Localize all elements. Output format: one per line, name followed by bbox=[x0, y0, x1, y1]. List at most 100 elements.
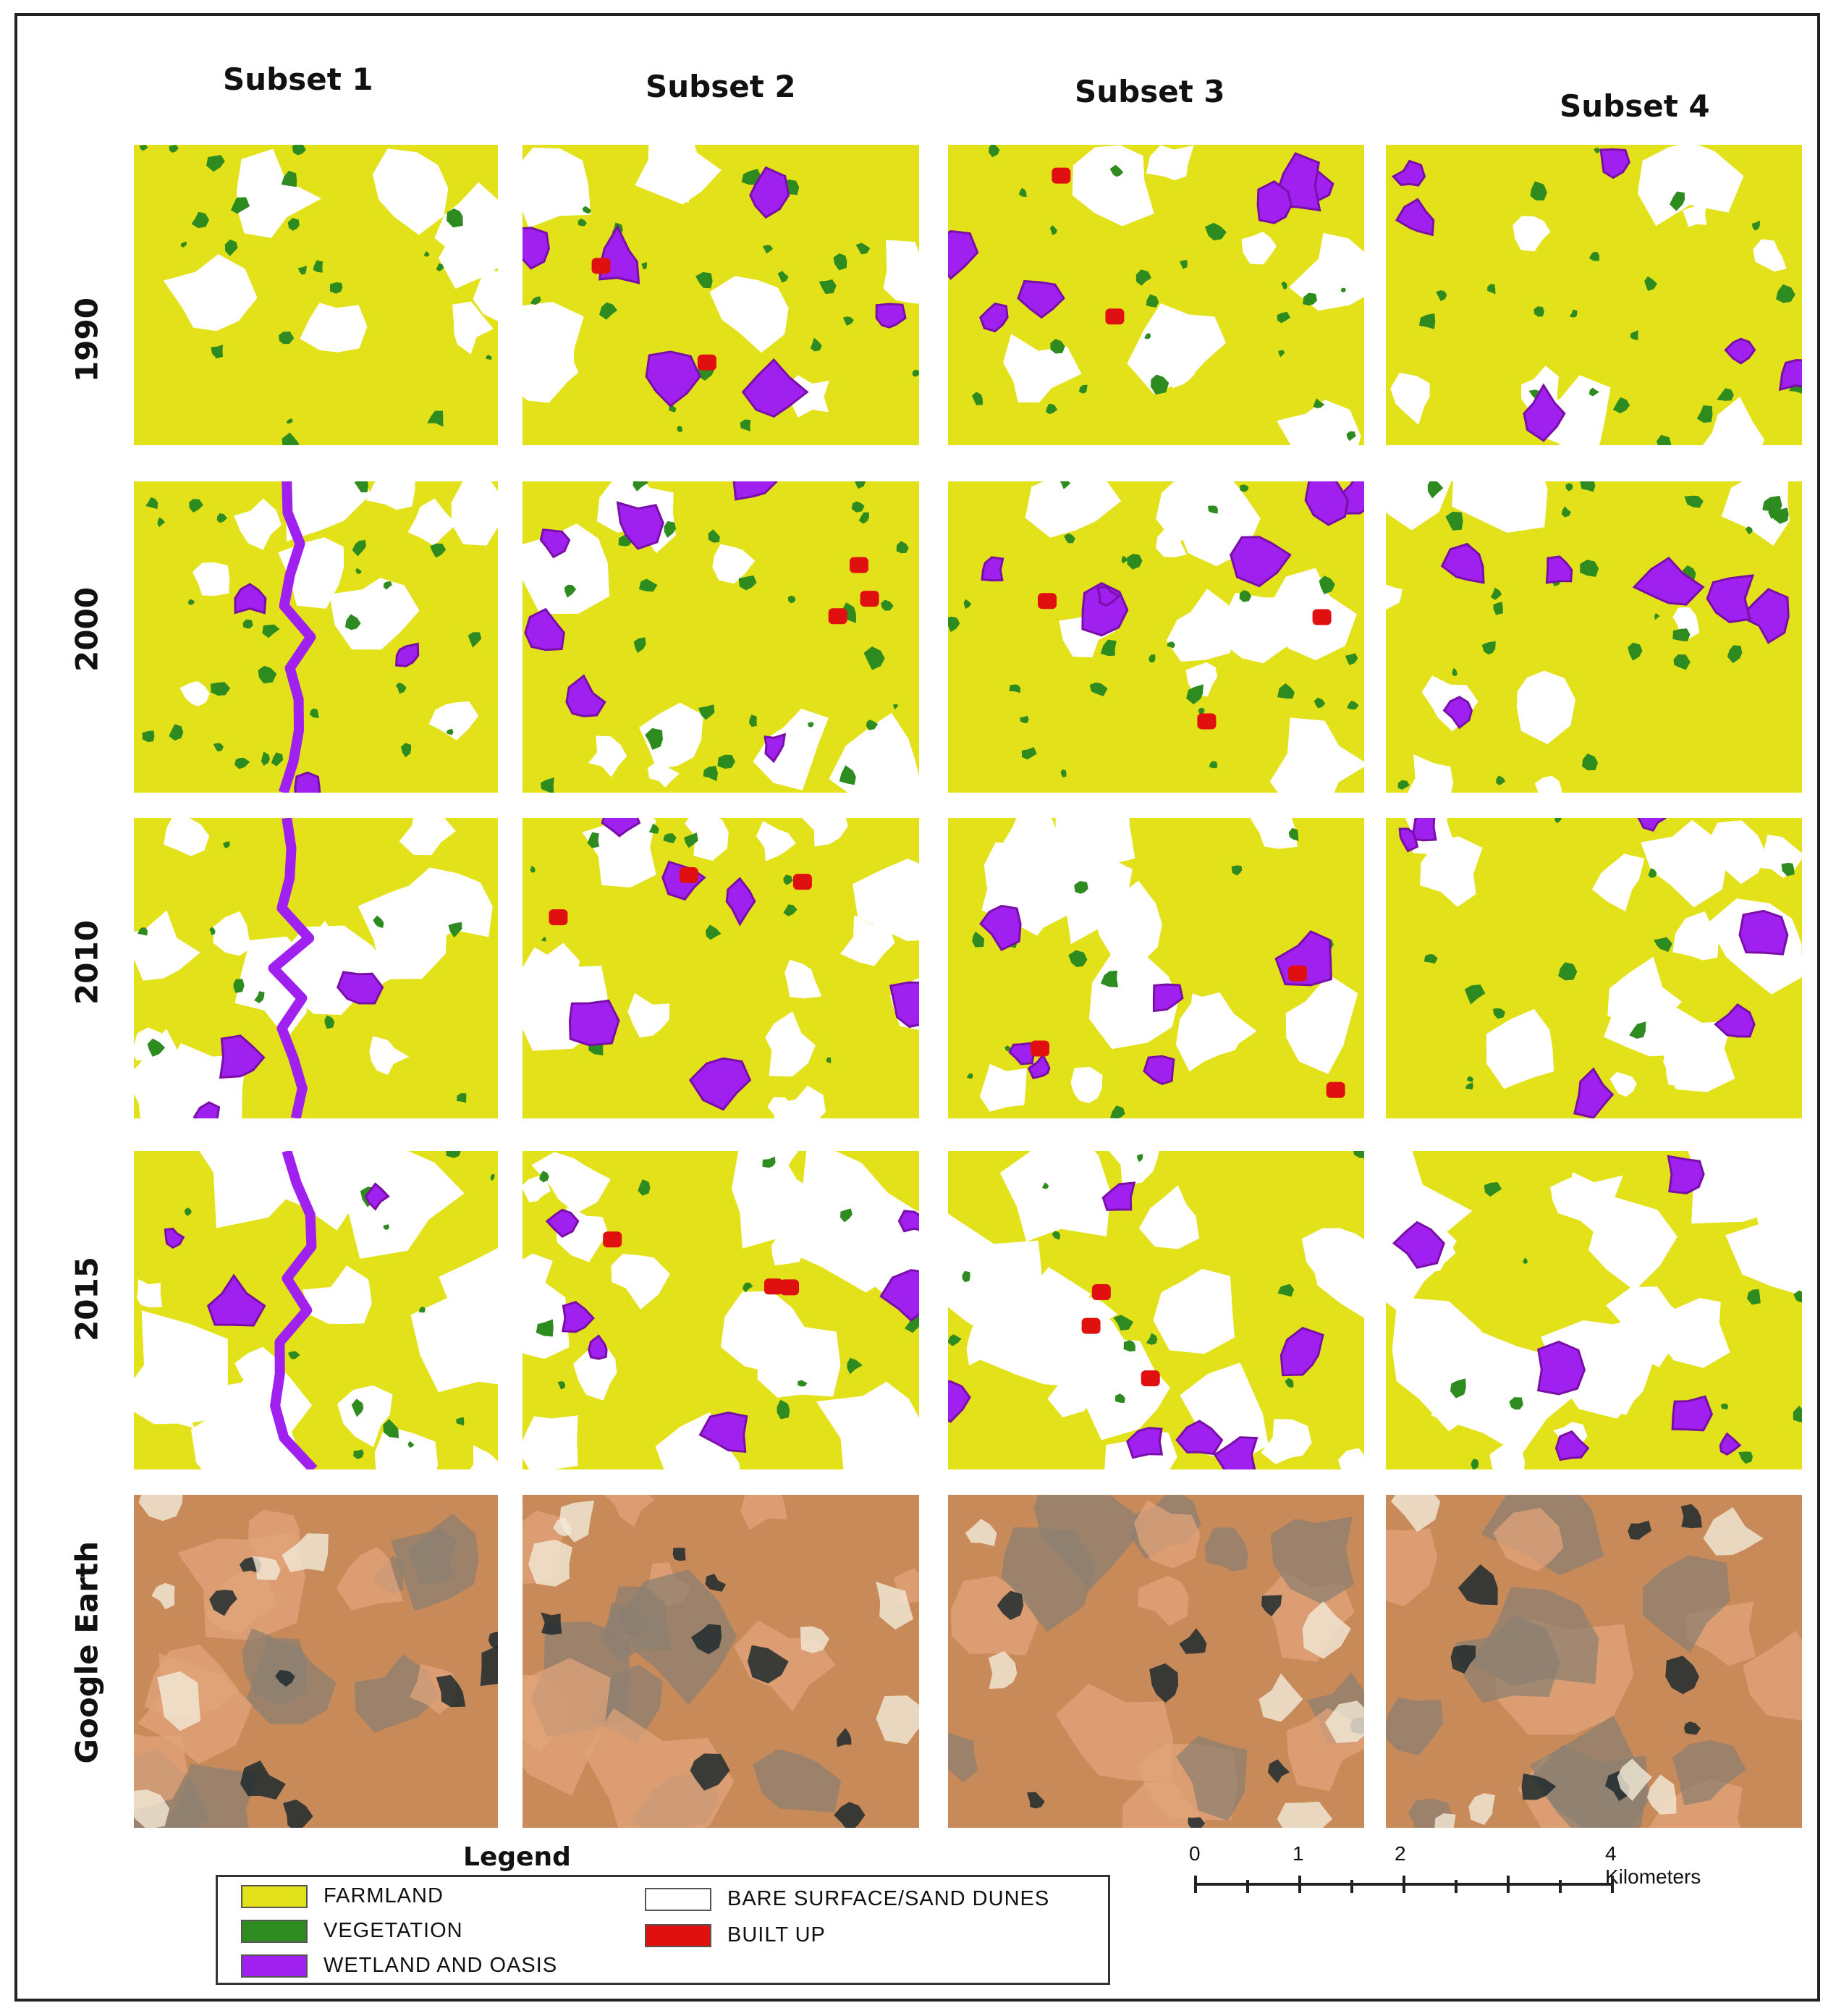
legend-title: Legend bbox=[463, 1842, 571, 1872]
map-image bbox=[1386, 481, 1802, 793]
vegetation-patch bbox=[262, 624, 280, 638]
vegetation-patch bbox=[1720, 1403, 1728, 1410]
vegetation-patch bbox=[599, 302, 617, 320]
satellite-bright-sand bbox=[528, 1539, 572, 1587]
bare-surface-patch bbox=[1609, 1071, 1637, 1097]
vegetation-patch bbox=[1418, 313, 1436, 329]
vegetation-patch bbox=[633, 637, 646, 653]
wetland-oasis-patch bbox=[395, 642, 420, 667]
wetland-oasis-patch bbox=[565, 674, 606, 717]
vegetation-patch bbox=[430, 543, 447, 558]
vegetation-patch bbox=[1717, 388, 1734, 401]
vegetation-patch bbox=[1121, 555, 1128, 564]
vegetation-patch bbox=[1148, 654, 1156, 663]
wetland-oasis-patch bbox=[979, 904, 1022, 952]
wetland-oasis-patch bbox=[234, 583, 267, 615]
vegetation-patch bbox=[582, 206, 592, 214]
vegetation-patch bbox=[777, 271, 789, 283]
satellite-terrain-patch bbox=[242, 1628, 307, 1707]
bare-surface-patch bbox=[470, 1445, 498, 1469]
bare-surface-patch bbox=[523, 147, 591, 228]
wetland-oasis-patch bbox=[1096, 585, 1121, 607]
bare-surface-patch bbox=[428, 701, 479, 741]
vegetation-patch bbox=[279, 332, 295, 345]
bare-surface-patch bbox=[802, 818, 848, 847]
vegetation-patch bbox=[1466, 1076, 1474, 1082]
built-up-patch bbox=[697, 354, 716, 371]
vegetation-patch bbox=[490, 1174, 495, 1181]
vegetation-patch bbox=[1109, 1105, 1125, 1118]
satellite-bright-sand bbox=[157, 1671, 201, 1732]
map-image bbox=[523, 481, 919, 793]
vegetation-patch bbox=[448, 921, 462, 938]
bare-surface-patch bbox=[1641, 819, 1728, 908]
bare-surface-patch bbox=[451, 481, 498, 546]
map-panel-subset-3-google-earth bbox=[948, 1495, 1364, 1828]
vegetation-patch bbox=[541, 937, 546, 942]
vegetation-patch bbox=[1020, 715, 1029, 724]
satellite-terrain-patch bbox=[336, 1547, 404, 1611]
map-panel-subset-3-1990 bbox=[948, 145, 1364, 445]
legend-item-bare-surface: BARE SURFACE/SAND DUNES bbox=[645, 1887, 1049, 1911]
vegetation-patch bbox=[1135, 269, 1151, 286]
satellite-bright-sand bbox=[252, 1556, 281, 1580]
vegetation-patch bbox=[355, 568, 362, 574]
built-up-patch bbox=[603, 1231, 622, 1248]
map-panel-subset-3-2000 bbox=[948, 481, 1364, 793]
satellite-terrain-patch bbox=[1270, 1516, 1354, 1604]
column-header-subset-4: Subset 4 bbox=[1560, 88, 1710, 124]
built-up-patch bbox=[860, 591, 879, 607]
wetland-oasis-patch bbox=[206, 1273, 266, 1327]
built-up-patch bbox=[763, 1278, 783, 1295]
satellite-dark-wetland bbox=[837, 1728, 852, 1747]
vegetation-patch bbox=[1630, 330, 1638, 340]
bare-surface-patch bbox=[473, 269, 498, 321]
satellite-bright-sand bbox=[1617, 1758, 1652, 1801]
satellite-bright-sand bbox=[1703, 1507, 1764, 1556]
vegetation-patch bbox=[353, 1449, 364, 1459]
vegetation-patch bbox=[1345, 653, 1358, 665]
figure-frame bbox=[14, 13, 1820, 2002]
wetland-oasis-patch bbox=[1545, 555, 1573, 584]
vegetation-patch bbox=[663, 833, 677, 843]
vegetation-patch bbox=[1021, 747, 1037, 760]
satellite-dark-wetland bbox=[1604, 1771, 1630, 1802]
vegetation-patch bbox=[344, 614, 361, 630]
satellite-terrain-patch bbox=[1386, 1528, 1438, 1606]
vegetation-patch bbox=[169, 724, 184, 741]
satellite-bright-sand bbox=[1468, 1793, 1496, 1826]
map-panel-subset-1-google-earth bbox=[134, 1495, 498, 1828]
vegetation-patch bbox=[762, 245, 774, 254]
built-up-patch bbox=[1031, 1040, 1050, 1057]
vegetation-patch bbox=[1109, 164, 1124, 177]
vegetation-patch bbox=[1628, 642, 1643, 661]
vegetation-patch bbox=[1773, 507, 1789, 524]
bare-surface-patch bbox=[1070, 1066, 1103, 1103]
satellite-bright-sand bbox=[965, 1519, 997, 1546]
vegetation-patch bbox=[147, 1038, 166, 1057]
bare-surface-patch bbox=[523, 1176, 551, 1202]
column-header-subset-3: Subset 3 bbox=[1075, 74, 1225, 109]
vegetation-patch bbox=[224, 239, 238, 256]
built-up-patch bbox=[591, 258, 611, 274]
bare-surface-patch bbox=[1166, 589, 1240, 662]
built-up-patch bbox=[850, 557, 869, 573]
satellite-dark-wetland bbox=[1521, 1774, 1557, 1800]
vegetation-patch bbox=[695, 271, 713, 289]
legend-label-wetland: WETLAND AND OASIS bbox=[323, 1954, 558, 1977]
vegetation-patch bbox=[1277, 683, 1295, 699]
bare-surface-patch bbox=[1261, 1419, 1312, 1464]
vegetation-patch bbox=[157, 517, 165, 528]
vegetation-patch bbox=[419, 1306, 426, 1313]
vegetation-patch bbox=[749, 714, 757, 727]
wetland-oasis-patch bbox=[875, 303, 907, 329]
vegetation-patch bbox=[1465, 1082, 1473, 1090]
vegetation-patch bbox=[1089, 682, 1108, 696]
vegetation-patch bbox=[972, 392, 983, 405]
satellite-terrain-patch bbox=[605, 1603, 651, 1636]
wetland-oasis-patch bbox=[897, 1210, 919, 1233]
map-panel-subset-4-2000 bbox=[1386, 481, 1802, 793]
map-image bbox=[948, 481, 1364, 793]
vegetation-patch bbox=[818, 279, 837, 294]
vegetation-patch bbox=[1464, 984, 1486, 1005]
